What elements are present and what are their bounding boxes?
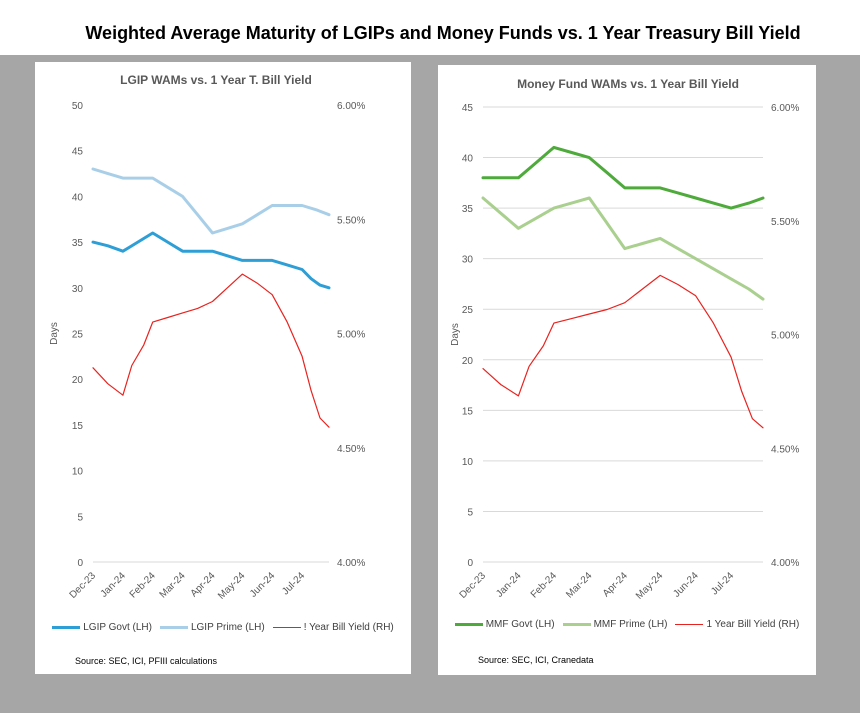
legend-item: ! Year Bill Yield (RH) [272, 622, 394, 633]
x-tick-label: May-24 [216, 570, 248, 602]
lgip-chart: LGIP WAMs vs. 1 Year T. Bill Yield 0 5 10 15… [49, 73, 365, 602]
x-tick-label: Jan-24 [494, 570, 524, 600]
y-tick-label: 25 [462, 305, 474, 316]
lgip-series-line-2 [92, 273, 330, 428]
x-tick-label: Dec-23 [68, 570, 99, 601]
lgip-series-line-0 [91, 231, 331, 290]
lgip-source-note: Source: SEC, ICI, PFIII calculations [75, 656, 218, 666]
y2-tick-label: 5.50% [771, 217, 799, 228]
y-tick-label: 30 [462, 255, 474, 266]
legend-item: LGIP Govt (LH) [52, 622, 152, 633]
y-tick-label: 30 [72, 284, 84, 295]
y-tick-label: 20 [462, 356, 474, 367]
legend-swatch [272, 627, 301, 628]
y2-tick-label: 6.00% [337, 101, 365, 112]
mmf-chart: Money Fund WAMs vs. 1 Year Bill Yield 0 5 1… [450, 77, 799, 602]
x-tick-label: May-24 [634, 570, 666, 602]
chart-title: LGIP WAMs vs. 1 Year T. Bill Yield [120, 73, 312, 87]
legend-label: 1 Year Bill Yield (RH) [706, 619, 800, 630]
y2-tick-label: 4.00% [337, 558, 365, 569]
legend-swatch [675, 624, 704, 625]
x-tick-label: Jun-24 [248, 570, 278, 600]
x-tick-label: Jan-24 [99, 570, 129, 600]
x-tick-label: Jul-24 [709, 570, 736, 597]
y2-tick-label: 5.00% [771, 331, 799, 342]
y-tick-label: 15 [462, 406, 474, 417]
y-tick-label: 25 [72, 330, 84, 341]
x-tick-label: Apr-24 [189, 570, 218, 599]
legend-item: LGIP Prime (LH) [159, 622, 265, 633]
mmf-legend: MMF Govt (LH) MMF Prime (LH) 1 Year Bill Y… [438, 619, 816, 630]
y2-tick-label: 5.50% [337, 215, 365, 226]
y2-tick-label: 4.50% [771, 444, 799, 455]
legend-label: LGIP Govt (LH) [83, 622, 152, 633]
legend-label: MMF Govt (LH) [485, 619, 555, 630]
legend-label: MMF Prime (LH) [593, 619, 668, 630]
y-axis-label: Days [450, 323, 461, 346]
legend-label: ! Year Bill Yield (RH) [303, 622, 394, 633]
legend-label: LGIP Prime (LH) [190, 622, 265, 633]
legend-item: 1 Year Bill Yield (RH) [675, 619, 799, 630]
mmf-series-line-1 [481, 196, 765, 301]
y-tick-label: 20 [72, 375, 84, 386]
x-tick-label: Feb-24 [529, 570, 559, 600]
x-tick-label: Jul-24 [280, 570, 307, 597]
legend-item: MMF Govt (LH) [454, 619, 555, 630]
lgip-legend: LGIP Govt (LH) LGIP Prime (LH) ! Year Bill… [35, 622, 411, 633]
y-tick-label: 5 [77, 512, 83, 523]
y-tick-label: 40 [72, 192, 84, 203]
title-band: Weighted Average Maturity of LGIPs and M… [0, 0, 860, 55]
y2-tick-label: 4.50% [337, 444, 365, 455]
lgip-series-line-1 [91, 167, 331, 235]
y-tick-label: 5 [467, 507, 473, 518]
page-title: Weighted Average Maturity of LGIPs and M… [85, 23, 801, 43]
legend-item: MMF Prime (LH) [562, 619, 668, 630]
y-tick-label: 15 [72, 421, 84, 432]
y-tick-label: 0 [467, 558, 473, 569]
legend-swatch [52, 626, 81, 629]
y-tick-label: 10 [72, 467, 84, 478]
y-tick-label: 35 [462, 204, 474, 215]
y-axis-label: Days [49, 322, 60, 345]
mmf-chart-panel: Money Fund WAMs vs. 1 Year Bill Yield 0 5 1… [438, 65, 816, 675]
y-tick-label: 10 [462, 457, 474, 468]
y-tick-label: 45 [462, 103, 474, 114]
y-tick-label: 35 [72, 238, 84, 249]
x-tick-label: Mar-24 [158, 570, 188, 600]
chart-title: Money Fund WAMs vs. 1 Year Bill Yield [517, 77, 739, 91]
x-tick-label: Mar-24 [564, 570, 594, 600]
y-tick-label: 0 [77, 558, 83, 569]
y-tick-label: 45 [72, 147, 84, 158]
y2-tick-label: 4.00% [771, 558, 799, 569]
mmf-series-line-0 [481, 145, 765, 210]
y2-tick-label: 5.00% [337, 330, 365, 341]
mmf-series-line-2 [482, 274, 764, 429]
legend-swatch [159, 626, 188, 629]
x-tick-label: Feb-24 [128, 570, 158, 600]
y-tick-label: 50 [72, 101, 84, 112]
legend-swatch [562, 623, 591, 626]
y2-tick-label: 6.00% [771, 103, 799, 114]
legend-swatch [454, 623, 483, 626]
lgip-chart-panel: LGIP WAMs vs. 1 Year T. Bill Yield 0 5 10 15… [35, 62, 411, 674]
y-tick-label: 40 [462, 154, 474, 165]
x-tick-label: Dec-23 [458, 570, 489, 601]
x-tick-label: Apr-24 [601, 570, 630, 599]
mmf-source-note: Source: SEC, ICI, Cranedata [478, 655, 594, 665]
x-tick-label: Jun-24 [671, 570, 701, 600]
